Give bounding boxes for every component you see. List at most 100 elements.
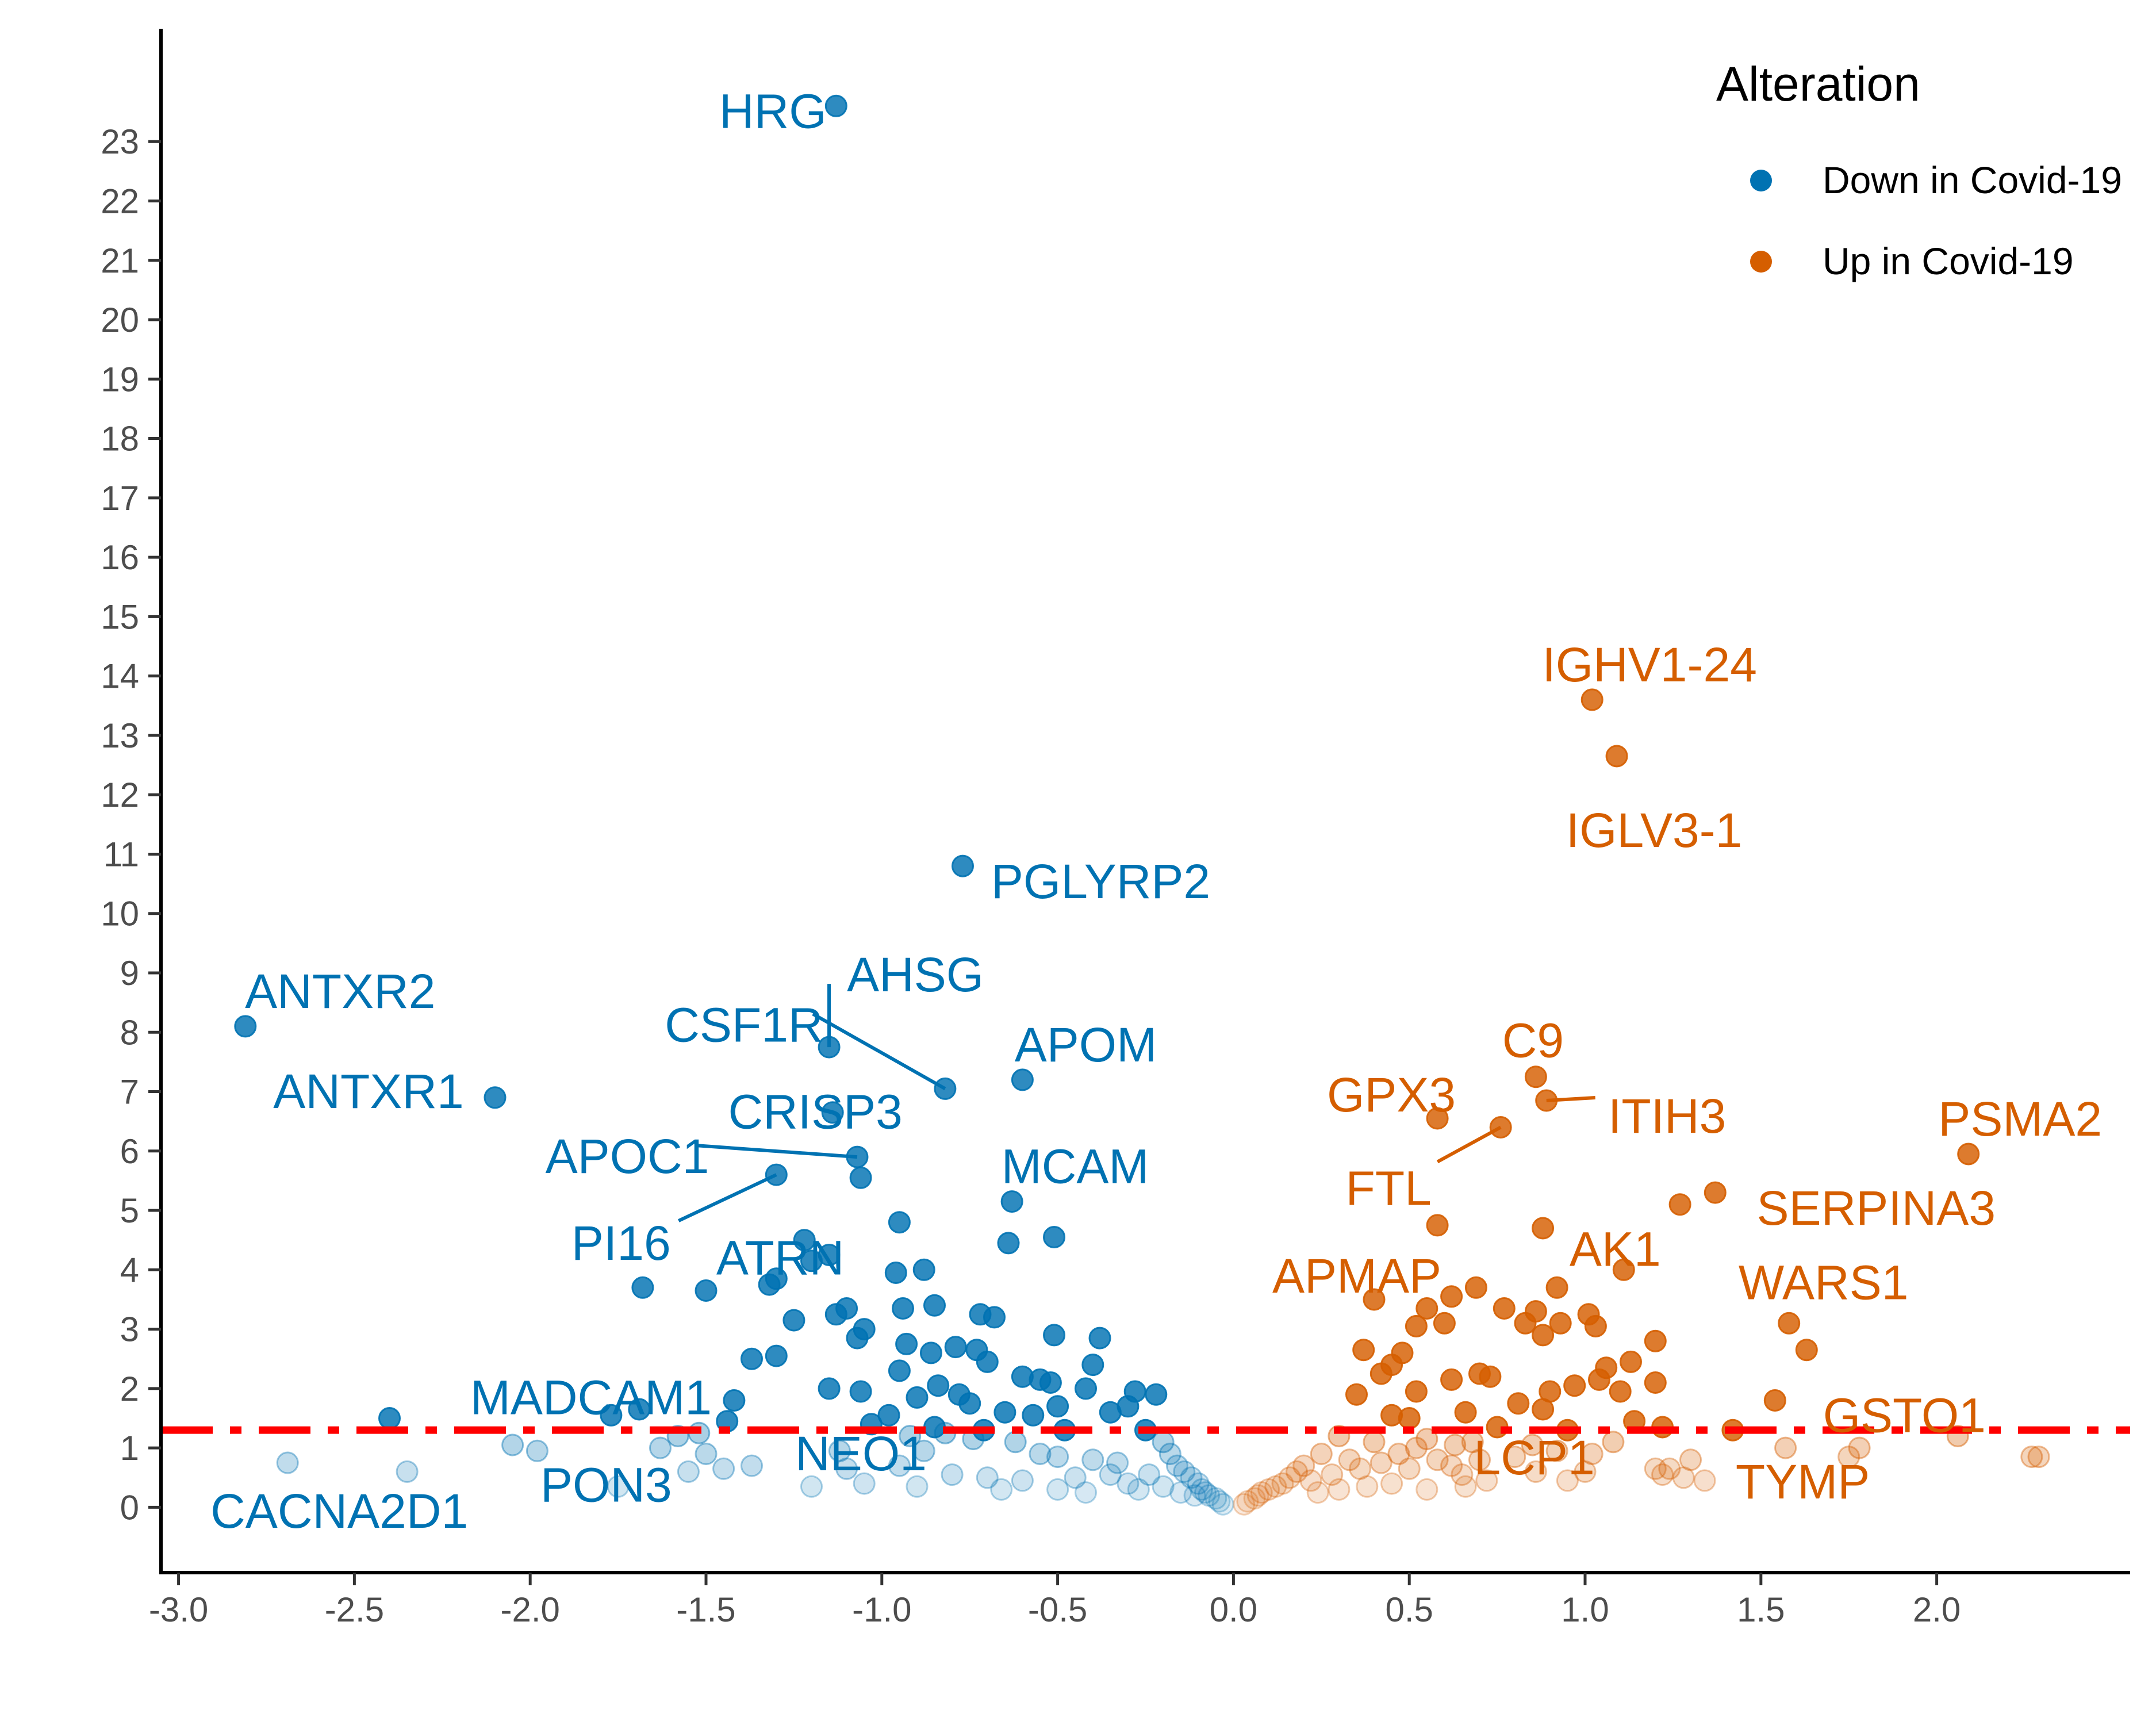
data-point — [1507, 1392, 1530, 1415]
data-point — [1022, 1404, 1045, 1427]
gene-label: PON3 — [540, 1458, 672, 1512]
gene-label: PSMA2 — [1938, 1092, 2102, 1146]
data-point — [1588, 1368, 1610, 1391]
data-point — [1602, 1431, 1625, 1454]
data-point — [1398, 1457, 1421, 1480]
data-point — [800, 1475, 823, 1498]
data-point — [1580, 688, 1603, 711]
data-point — [912, 1439, 935, 1462]
data-point — [1580, 1443, 1603, 1465]
data-point — [1257, 1478, 1280, 1501]
y-tick-label: 19 — [101, 360, 139, 398]
data-point — [1187, 1472, 1210, 1495]
label-leader-line — [696, 1144, 858, 1159]
gene-label: PI16 — [571, 1216, 671, 1270]
data-point — [976, 1466, 999, 1489]
y-tick-label: 1 — [120, 1429, 139, 1467]
data-point — [993, 1401, 1016, 1424]
data-point — [1117, 1395, 1140, 1418]
data-point — [888, 1211, 911, 1234]
data-point — [1011, 1068, 1034, 1091]
data-point — [976, 1350, 999, 1373]
data-point — [1310, 1443, 1333, 1465]
data-point — [1549, 1312, 1572, 1335]
data-point — [846, 1327, 869, 1350]
data-point — [1415, 1297, 1438, 1320]
data-point — [1556, 1469, 1579, 1492]
data-point — [1292, 1454, 1315, 1477]
y-tick-label: 20 — [101, 301, 139, 339]
data-point — [1524, 1065, 1547, 1088]
data-point — [990, 1478, 1013, 1501]
data-point — [884, 1262, 907, 1284]
data-point — [1043, 1324, 1065, 1347]
y-tick-label: 23 — [101, 122, 139, 161]
data-point — [1644, 1457, 1667, 1480]
data-point — [741, 1454, 763, 1477]
y-tick-label: 9 — [120, 954, 139, 992]
gene-labels: HRG PGLYRP2 ANTXR2 AHSG CSF1R APOM ANTXR1 CRISP… — [210, 84, 2102, 1538]
data-point — [276, 1451, 299, 1474]
data-point — [2020, 1446, 2043, 1469]
data-point — [712, 1457, 735, 1480]
data-point — [378, 1407, 401, 1429]
y-tick-label: 10 — [101, 895, 139, 933]
y-tick-label: 4 — [120, 1251, 139, 1289]
data-points — [234, 94, 2050, 1516]
data-point — [396, 1460, 419, 1483]
data-point — [1440, 1454, 1463, 1477]
gene-label: WARS1 — [1739, 1255, 1909, 1309]
data-point — [888, 1359, 911, 1382]
x-tick-label: -2.5 — [325, 1590, 384, 1629]
gene-label: APOM — [1015, 1018, 1157, 1072]
data-point — [828, 1439, 851, 1462]
data-point — [912, 1258, 935, 1281]
y-tick-label: 17 — [101, 479, 139, 518]
data-point — [983, 1306, 1006, 1329]
axes: 01234567891011121314151617181920212223-3… — [101, 29, 2130, 1629]
data-point — [1299, 1469, 1322, 1492]
gene-label: LCP1 — [1474, 1431, 1595, 1485]
data-point — [1328, 1478, 1351, 1501]
data-point — [919, 1341, 942, 1364]
data-point — [1644, 1371, 1667, 1394]
data-point — [1426, 1214, 1449, 1237]
data-point — [1246, 1484, 1269, 1507]
data-point — [1405, 1314, 1428, 1337]
y-tick-label: 11 — [103, 835, 139, 873]
data-point — [1440, 1285, 1463, 1308]
label-leader-line — [812, 1012, 946, 1090]
data-point — [1545, 1439, 1568, 1462]
data-point — [1605, 745, 1628, 768]
data-point — [695, 1443, 718, 1465]
y-tick-label: 6 — [120, 1132, 139, 1171]
gene-label: AK1 — [1570, 1222, 1661, 1276]
y-tick-label: 7 — [120, 1073, 139, 1111]
data-point — [1468, 1448, 1491, 1471]
data-point — [853, 1472, 876, 1495]
data-point — [1363, 1288, 1386, 1311]
y-tick-label: 2 — [120, 1370, 139, 1408]
data-point — [849, 1380, 872, 1403]
gene-label: CSF1R — [665, 998, 823, 1052]
data-point — [1380, 1472, 1403, 1495]
data-point — [1158, 1443, 1181, 1465]
data-point — [1208, 1490, 1231, 1513]
data-point — [1145, 1383, 1168, 1406]
data-point — [1398, 1407, 1421, 1429]
data-point — [1166, 1454, 1188, 1477]
data-point — [1609, 1380, 1632, 1403]
data-point — [1152, 1475, 1175, 1498]
gene-label: AHSG — [847, 948, 984, 1002]
data-point — [821, 1101, 844, 1124]
data-point — [941, 1463, 964, 1486]
data-point — [1837, 1446, 1860, 1469]
data-point — [1454, 1475, 1477, 1498]
data-point — [677, 1460, 700, 1483]
data-point — [628, 1398, 651, 1421]
x-tick-label: 1.0 — [1561, 1590, 1609, 1629]
data-point — [649, 1436, 672, 1459]
data-point — [1075, 1481, 1097, 1504]
data-point — [1349, 1457, 1372, 1480]
